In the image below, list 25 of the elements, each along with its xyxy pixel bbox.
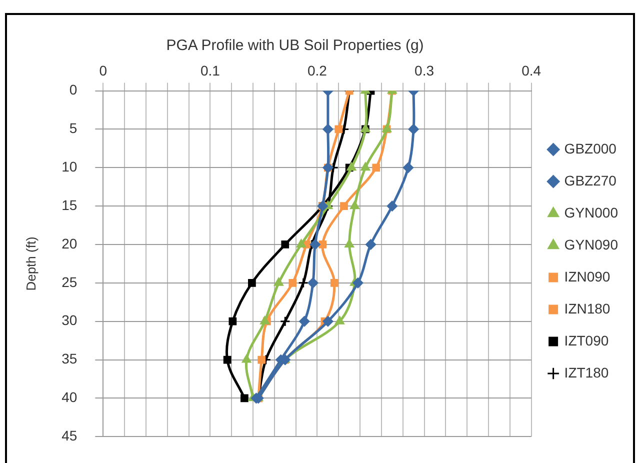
y-tick-label: 45 bbox=[62, 427, 78, 444]
y-tick-label: 40 bbox=[62, 389, 78, 406]
x-tick-label: 0.4 bbox=[522, 62, 542, 78]
y-tick-label: 0 bbox=[69, 82, 78, 98]
legend-label: IZN180 bbox=[564, 300, 610, 316]
legend-label: GBZ270 bbox=[564, 172, 617, 188]
y-tick-label: 5 bbox=[69, 120, 78, 136]
x-tick-label: 0.2 bbox=[308, 62, 328, 78]
y-tick-label: 20 bbox=[62, 235, 78, 252]
chart-title: PGA Profile with UB Soil Properties (g) bbox=[165, 37, 425, 54]
y-tick-label: 30 bbox=[62, 312, 78, 328]
y-tick-label: 25 bbox=[62, 274, 78, 290]
legend-label: IZT090 bbox=[564, 332, 609, 348]
legend-label: IZN090 bbox=[564, 268, 610, 284]
legend-label: GYN000 bbox=[564, 204, 618, 220]
y-tick-label: 10 bbox=[62, 158, 78, 175]
x-tick-label: 0.1 bbox=[200, 62, 220, 78]
y-tick-label: 15 bbox=[62, 196, 78, 213]
y-axis-title: Depth (ft) bbox=[23, 236, 38, 291]
legend-label: GBZ000 bbox=[564, 140, 617, 156]
legend-label: IZT180 bbox=[564, 364, 609, 380]
x-tick-label: 0.3 bbox=[414, 62, 434, 78]
legend-label: GYN090 bbox=[564, 236, 618, 252]
y-tick-label: 35 bbox=[62, 350, 78, 367]
x-tick-label: 0 bbox=[99, 62, 108, 78]
